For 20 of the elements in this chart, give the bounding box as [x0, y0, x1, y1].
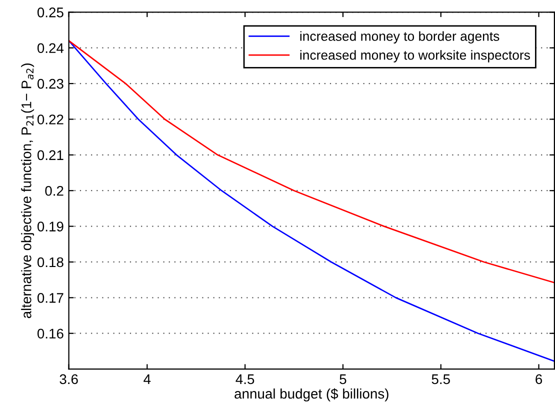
x-tick-label: 5 — [340, 374, 346, 384]
y-tick-label: 0.23 — [37, 78, 64, 89]
y-tick-label: 0.17 — [37, 293, 64, 303]
x-tick-label: 4 — [144, 374, 151, 384]
y-tick-label: 0.18 — [37, 257, 64, 268]
x-tick-label: 6 — [536, 374, 542, 384]
y-tick-label: 0.16 — [37, 328, 64, 339]
x-axis-title: annual budget ($ billions) — [234, 388, 388, 402]
x-tick-label: 4.5 — [236, 374, 254, 384]
x-tick-label: 5.5 — [432, 374, 450, 384]
y-tick-label: 0.24 — [37, 43, 64, 54]
y-tick-label: 0.21 — [37, 150, 64, 160]
y-axis-title: alternative objective function, P$_{21}$(1− P$_{a2}$) — [21, 64, 34, 318]
y-tick-label: 0.19 — [37, 222, 64, 232]
legend-label: increased money to border agents — [300, 31, 500, 44]
legend-label: increased money to worksite inspectors — [300, 50, 530, 62]
y-tick-label: 0.25 — [37, 8, 64, 18]
y-tick-label: 0.22 — [37, 114, 64, 124]
y-tick-label: 0.2 — [45, 186, 64, 196]
x-tick-label: 3.6 — [60, 374, 78, 384]
